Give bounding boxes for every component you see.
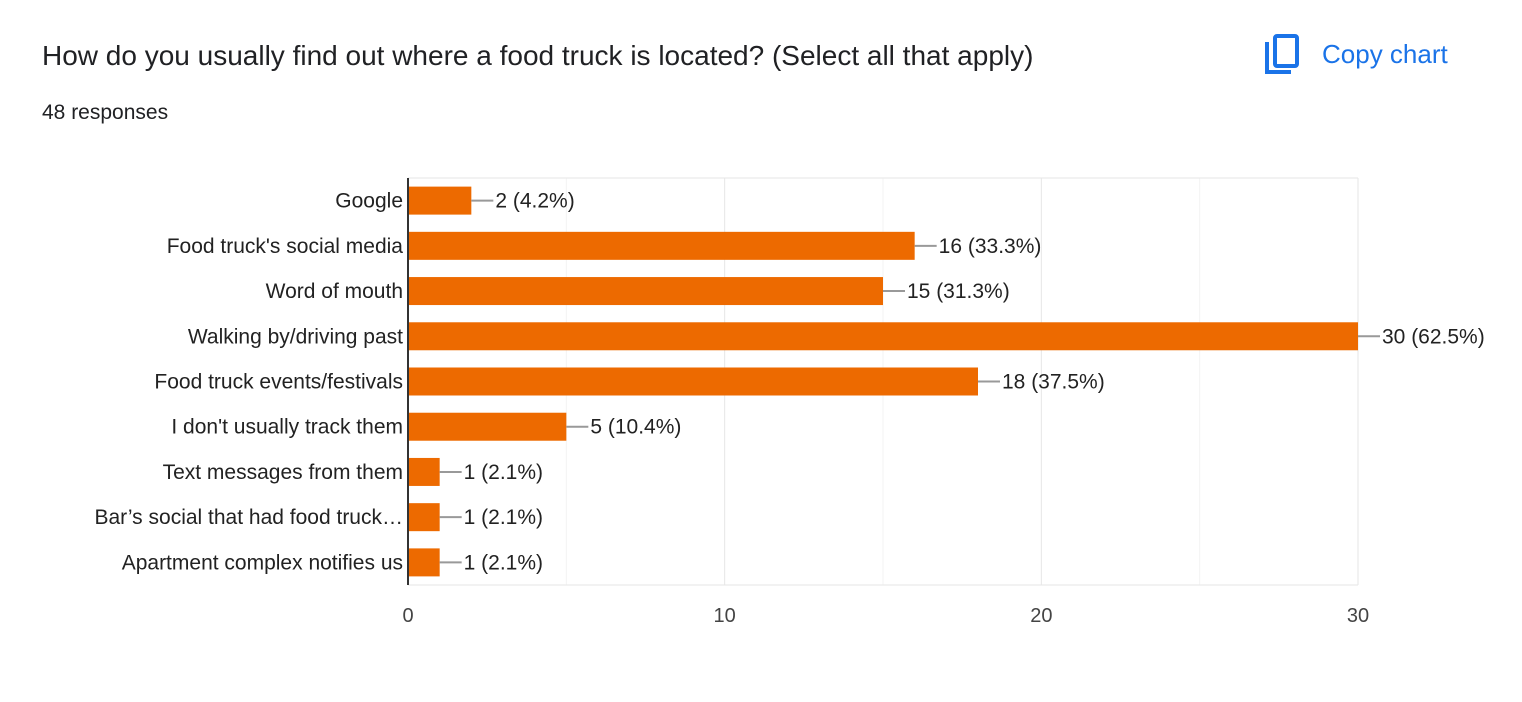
data-label: 16 (33.3%) [939, 235, 1042, 258]
response-count: 48 responses [42, 101, 169, 124]
category-label: Google [335, 190, 403, 213]
x-tick-label: 0 [402, 605, 413, 627]
data-label: 15 (31.3%) [907, 280, 1010, 303]
bar [408, 322, 1358, 351]
bar [408, 503, 440, 532]
category-label: Bar’s social that had food truck… [94, 506, 403, 529]
data-label: 1 (2.1%) [464, 551, 543, 574]
category-label: Apartment complex notifies us [122, 551, 403, 574]
x-tick-label: 30 [1347, 605, 1369, 627]
data-label: 5 (10.4%) [590, 416, 681, 439]
category-label: I don't usually track them [171, 416, 403, 439]
category-label: Text messages from them [163, 461, 403, 484]
category-label: Food truck's social media [167, 235, 404, 258]
bar [408, 367, 978, 396]
data-label: 30 (62.5%) [1382, 325, 1485, 348]
data-label: 1 (2.1%) [464, 461, 543, 484]
bar [408, 277, 883, 306]
data-label: 1 (2.1%) [464, 506, 543, 529]
data-label: 18 (37.5%) [1002, 371, 1105, 394]
x-tick-label: 10 [714, 605, 736, 627]
data-label: 2 (4.2%) [495, 190, 574, 213]
chart-title: How do you usually find out where a food… [42, 40, 1034, 71]
bar [408, 186, 472, 215]
copy-icon [1265, 34, 1299, 74]
copy-chart-label: Copy chart [1322, 38, 1448, 69]
bar [408, 231, 915, 260]
bar [408, 412, 567, 441]
category-label: Walking by/driving past [188, 325, 403, 348]
category-label: Food truck events/festivals [154, 371, 403, 394]
x-tick-label: 20 [1030, 605, 1052, 627]
bar [408, 548, 440, 577]
copy-chart-button[interactable]: Copy chart [1264, 34, 1448, 74]
bar [408, 457, 440, 486]
category-label: Word of mouth [266, 280, 403, 303]
